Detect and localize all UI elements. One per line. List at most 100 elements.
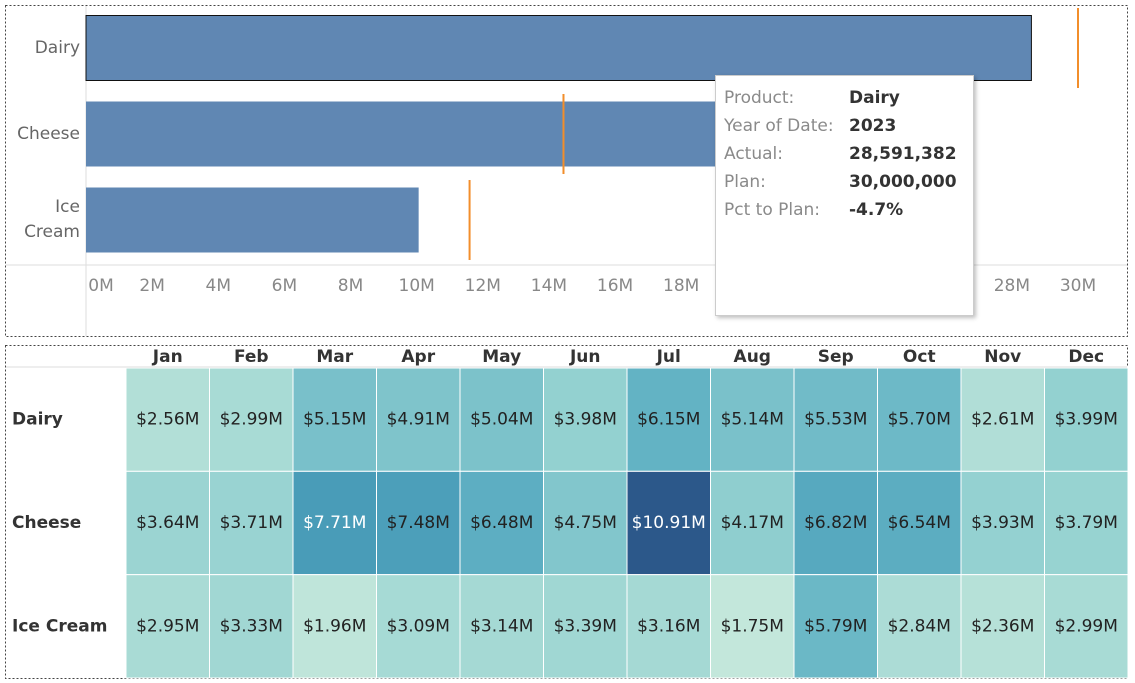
cell-label: $2.61M — [971, 410, 1034, 430]
heat-cell — [543, 470, 628, 576]
tooltip-value: 28,591,382 — [849, 144, 957, 164]
x-tick-label: 10M — [399, 276, 435, 296]
heat-cell — [710, 574, 795, 679]
column-header: Jan — [152, 347, 183, 367]
row-header: Ice Cream — [12, 616, 107, 636]
heat-cell — [960, 367, 1045, 472]
column-header: May — [482, 347, 521, 367]
cell-label: $3.64M — [136, 513, 199, 533]
x-tick-label: 6M — [272, 276, 297, 296]
column-header: Jun — [569, 347, 601, 367]
x-tick-label: 8M — [338, 276, 363, 296]
column-header: Jul — [656, 347, 681, 367]
category-label: Ice Cream — [24, 197, 80, 242]
x-tick-label: 2M — [139, 276, 164, 296]
tooltip-value: 2023 — [849, 116, 897, 136]
cell-label: $7.48M — [387, 513, 450, 533]
cell-label: $3.16M — [637, 616, 700, 636]
heat-cell — [125, 574, 210, 679]
heat-cell — [793, 470, 878, 576]
cell-label: $3.79M — [1055, 513, 1118, 533]
category-label: Dairy — [34, 37, 80, 58]
cell-label: $3.98M — [554, 410, 617, 430]
cell-label: $3.33M — [220, 616, 283, 636]
heat-cell — [543, 574, 628, 679]
cell-label: $2.95M — [136, 616, 199, 636]
tooltip-value: 30,000,000 — [849, 172, 957, 192]
tooltip-label: Pct to Plan: — [724, 200, 821, 220]
heat-cell — [877, 574, 962, 679]
x-tick-label: 16M — [597, 276, 633, 296]
column-header: Feb — [234, 347, 269, 367]
heat-cell — [376, 574, 461, 679]
cell-label: $6.48M — [470, 513, 533, 533]
cell-label: $4.75M — [554, 513, 617, 533]
heat-cell — [793, 367, 878, 472]
cell-label: $1.96M — [303, 616, 366, 636]
heat-cell — [459, 574, 544, 679]
heat-cell — [292, 470, 377, 576]
column-header: Nov — [984, 347, 1021, 367]
cell-label: $6.15M — [637, 410, 700, 430]
bar — [86, 101, 814, 167]
heat-cell — [209, 470, 294, 576]
heat-cell — [292, 367, 377, 472]
heat-cell — [793, 574, 878, 679]
cell-label: $5.70M — [888, 410, 951, 430]
tooltip-label: Product: — [724, 88, 795, 108]
heat-cell — [125, 470, 210, 576]
cell-label: $5.15M — [303, 410, 366, 430]
cell-label: $3.93M — [971, 513, 1034, 533]
heat-cell — [877, 367, 962, 472]
heat-cell — [376, 470, 461, 576]
category-label: Cheese — [17, 123, 80, 144]
cell-label: $6.82M — [804, 513, 867, 533]
cell-label: $3.14M — [470, 616, 533, 636]
cell-label: $5.79M — [804, 616, 867, 636]
cell-label: $3.71M — [220, 513, 283, 533]
column-header: Oct — [903, 347, 936, 367]
cell-label: $3.39M — [554, 616, 617, 636]
x-tick-label: 0M — [88, 276, 113, 296]
cell-label: $6.54M — [888, 513, 951, 533]
x-tick-label: 28M — [994, 276, 1030, 296]
x-tick-label: 12M — [465, 276, 501, 296]
cell-label: $5.14M — [721, 410, 784, 430]
bar — [86, 187, 419, 253]
cell-label: $3.99M — [1055, 410, 1118, 430]
heat-cell — [1044, 574, 1129, 679]
tooltip-value: -4.7% — [849, 200, 904, 220]
cell-label: $3.09M — [387, 616, 450, 636]
heat-cell — [710, 367, 795, 472]
x-tick-label: 14M — [531, 276, 567, 296]
cell-label: $1.75M — [721, 616, 784, 636]
heat-cell — [1044, 470, 1129, 576]
cell-label: $10.91M — [632, 513, 706, 533]
heat-cell — [626, 367, 711, 472]
row-header: Dairy — [12, 410, 63, 430]
cell-label: $4.17M — [721, 513, 784, 533]
cell-label: $2.99M — [220, 410, 283, 430]
cell-label: $2.99M — [1055, 616, 1118, 636]
column-header: Sep — [818, 347, 854, 367]
tooltip-label: Actual: — [724, 144, 783, 164]
heat-cell — [292, 574, 377, 679]
bar-panel-border — [5, 5, 1128, 337]
cell-label: $4.91M — [387, 410, 450, 430]
cell-label: $2.36M — [971, 616, 1034, 636]
cell-label: $7.71M — [303, 513, 366, 533]
x-tick-label: 18M — [663, 276, 699, 296]
cell-label: $2.84M — [888, 616, 951, 636]
tooltip-label: Year of Date: — [724, 116, 834, 136]
column-header: Aug — [734, 347, 771, 367]
column-header: Dec — [1068, 347, 1104, 367]
tooltip: Product: Dairy Year of Date: 2023 Actual: 28,… — [715, 75, 974, 316]
cell-label: $5.04M — [470, 410, 533, 430]
tooltip-label: Plan: — [724, 172, 766, 192]
cell-label: $2.56M — [136, 410, 199, 430]
row-header: Cheese — [12, 513, 81, 533]
heat-cell — [1044, 367, 1129, 472]
x-tick-label: 30M — [1060, 276, 1096, 296]
